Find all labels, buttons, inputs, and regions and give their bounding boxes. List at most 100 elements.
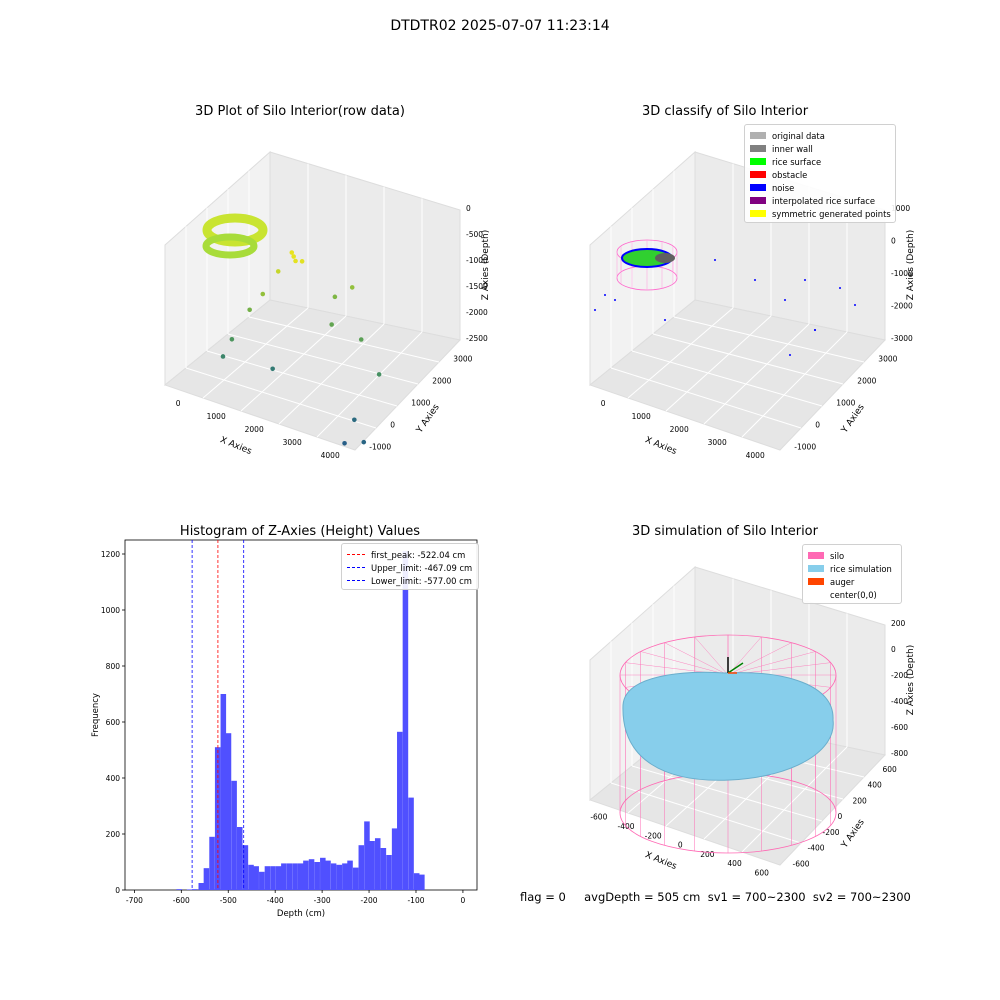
panel1-data-point — [342, 440, 347, 446]
histogram-bar — [369, 841, 375, 890]
panel2-z-tick-label: -3000 — [891, 334, 913, 343]
panel4-silo-wire — [694, 636, 729, 676]
panel4-y-tick-label: -600 — [793, 859, 810, 868]
panel1-y-tick-label: 2000 — [432, 376, 451, 385]
panel2-y-axis-label: Y Axies — [839, 402, 867, 435]
histogram-bar — [391, 828, 398, 890]
histogram-x-tick-label: -400 — [267, 896, 284, 905]
panel1-z-tick-label: -500 — [466, 230, 483, 239]
histogram-x-tick-label: -500 — [220, 896, 237, 905]
panel4-y-tick-label: -200 — [823, 828, 840, 837]
histogram-y-axis-label: Frequency — [91, 693, 101, 737]
histogram-bar — [275, 866, 282, 890]
histogram-bar — [220, 694, 227, 890]
histogram-x-axis-label: Depth (cm) — [277, 909, 325, 919]
panel4-z-tick-label: 200 — [891, 619, 906, 628]
legend-label: rice surface — [772, 156, 822, 167]
panel2-grid — [673, 316, 865, 363]
legend-label: rice simulation — [830, 563, 892, 574]
legend-entry: rice simulation — [808, 562, 896, 575]
histogram-legend: first_peak: -522.04 cm Upper_limit: -467.… — [341, 543, 479, 590]
histogram-x-tick-label: -200 — [361, 896, 378, 905]
panel1-z-tick-label: 0 — [466, 204, 471, 213]
panel1-data-point — [299, 259, 305, 264]
panel2-noise-point — [854, 304, 856, 306]
panel2-y-tick-label: 1000 — [836, 398, 855, 407]
panel4-x-tick-label: -200 — [645, 831, 662, 840]
histogram-y-tick-label: 200 — [106, 830, 121, 839]
panel2-noise-point — [789, 354, 791, 356]
histogram-bar — [248, 864, 254, 890]
panel2-grid — [741, 331, 848, 438]
legend-swatch — [808, 591, 824, 598]
panel4-rice-simulation — [622, 671, 834, 781]
legend-label: interpolated rice surface — [772, 195, 875, 206]
histogram-x-tick-label: -700 — [126, 896, 143, 905]
histogram-bar — [352, 867, 359, 890]
panel1-data-point — [229, 336, 235, 342]
panel1-grid — [278, 323, 385, 425]
legend-line-sample — [347, 554, 365, 555]
panel1-y-axis-label: Y Axies — [414, 402, 442, 435]
panel1-data-point — [349, 285, 355, 290]
legend-swatch — [750, 184, 766, 191]
panel2-x-tick-label: 1000 — [632, 412, 651, 421]
legend-swatch — [750, 158, 766, 165]
panel4-silo-wire — [727, 651, 816, 676]
histogram-bar — [314, 862, 320, 890]
panel1-data-point — [332, 294, 338, 300]
panel4-grid — [741, 746, 848, 853]
panel2-noise-point — [754, 279, 756, 281]
legend-label: first_peak: -522.04 cm — [371, 549, 466, 560]
legend-entry: original data — [750, 129, 890, 142]
panel1-y-tick-label: 3000 — [453, 354, 472, 363]
panel1-z-tick-label: -1000 — [466, 256, 488, 265]
panel2-x-tick-label: 0 — [601, 399, 606, 408]
histogram-y-tick-label: 600 — [106, 718, 121, 727]
histogram-bar — [397, 731, 403, 890]
histogram-y-tick-label: 0 — [115, 886, 120, 895]
panel2-z-tick-label: 1000 — [891, 204, 910, 213]
histogram-bar — [236, 827, 243, 890]
panel2-y-tick-label: 0 — [815, 420, 820, 429]
panel2-noise-point — [604, 294, 606, 296]
panel4-y-tick-label: 0 — [838, 812, 843, 821]
histogram-bar — [297, 863, 304, 890]
panel1-x-tick-label: 1000 — [207, 412, 226, 421]
legend-swatch — [808, 578, 824, 585]
legend-swatch — [808, 552, 824, 559]
legend-entry: Lower_limit: -577.00 cm — [347, 574, 473, 587]
histogram-x-tick-label: -300 — [314, 896, 331, 905]
panel1-z-tick-label: -2000 — [466, 308, 488, 317]
panel4-y-tick-label: 600 — [883, 765, 898, 774]
panel2-y-tick-label: 2000 — [857, 376, 876, 385]
histogram-plot-area — [124, 539, 478, 891]
panel2-legend: original data inner wall rice surface obsta… — [744, 124, 896, 223]
legend-entry: first_peak: -522.04 cm — [347, 548, 473, 561]
panel4-grid — [631, 765, 823, 822]
histogram-bar — [281, 863, 287, 890]
legend-label: Lower_limit: -577.00 cm — [371, 575, 472, 586]
legend-swatch — [750, 132, 766, 139]
legend-entry: obstacle — [750, 168, 890, 181]
panel1-grid — [206, 350, 398, 407]
panel1-surface-ring — [202, 233, 258, 259]
panel2-noise-point — [664, 319, 666, 321]
legend-swatch — [750, 197, 766, 204]
panel4-y-tick-label: -400 — [808, 844, 825, 853]
panel2-noise-point — [804, 279, 806, 281]
panel1-data-point — [361, 439, 367, 445]
histogram-bar — [286, 863, 293, 890]
panel4-axis-arrow — [727, 662, 744, 674]
panel4-y-axis-label: Y Axies — [839, 817, 867, 850]
histogram-bar — [308, 859, 315, 890]
histogram-bar — [347, 860, 353, 890]
legend-label: silo — [830, 550, 845, 561]
legend-label: original data — [772, 130, 825, 141]
panel4-z-axis-label: Z Axies (Depth) — [906, 645, 916, 716]
legend-line-sample — [347, 580, 365, 581]
panel2-grid — [627, 307, 734, 399]
histogram-bar — [186, 889, 193, 890]
panel1-z-axis-label: Z Axies (Depth) — [481, 230, 491, 301]
panel2-grid — [652, 333, 844, 385]
